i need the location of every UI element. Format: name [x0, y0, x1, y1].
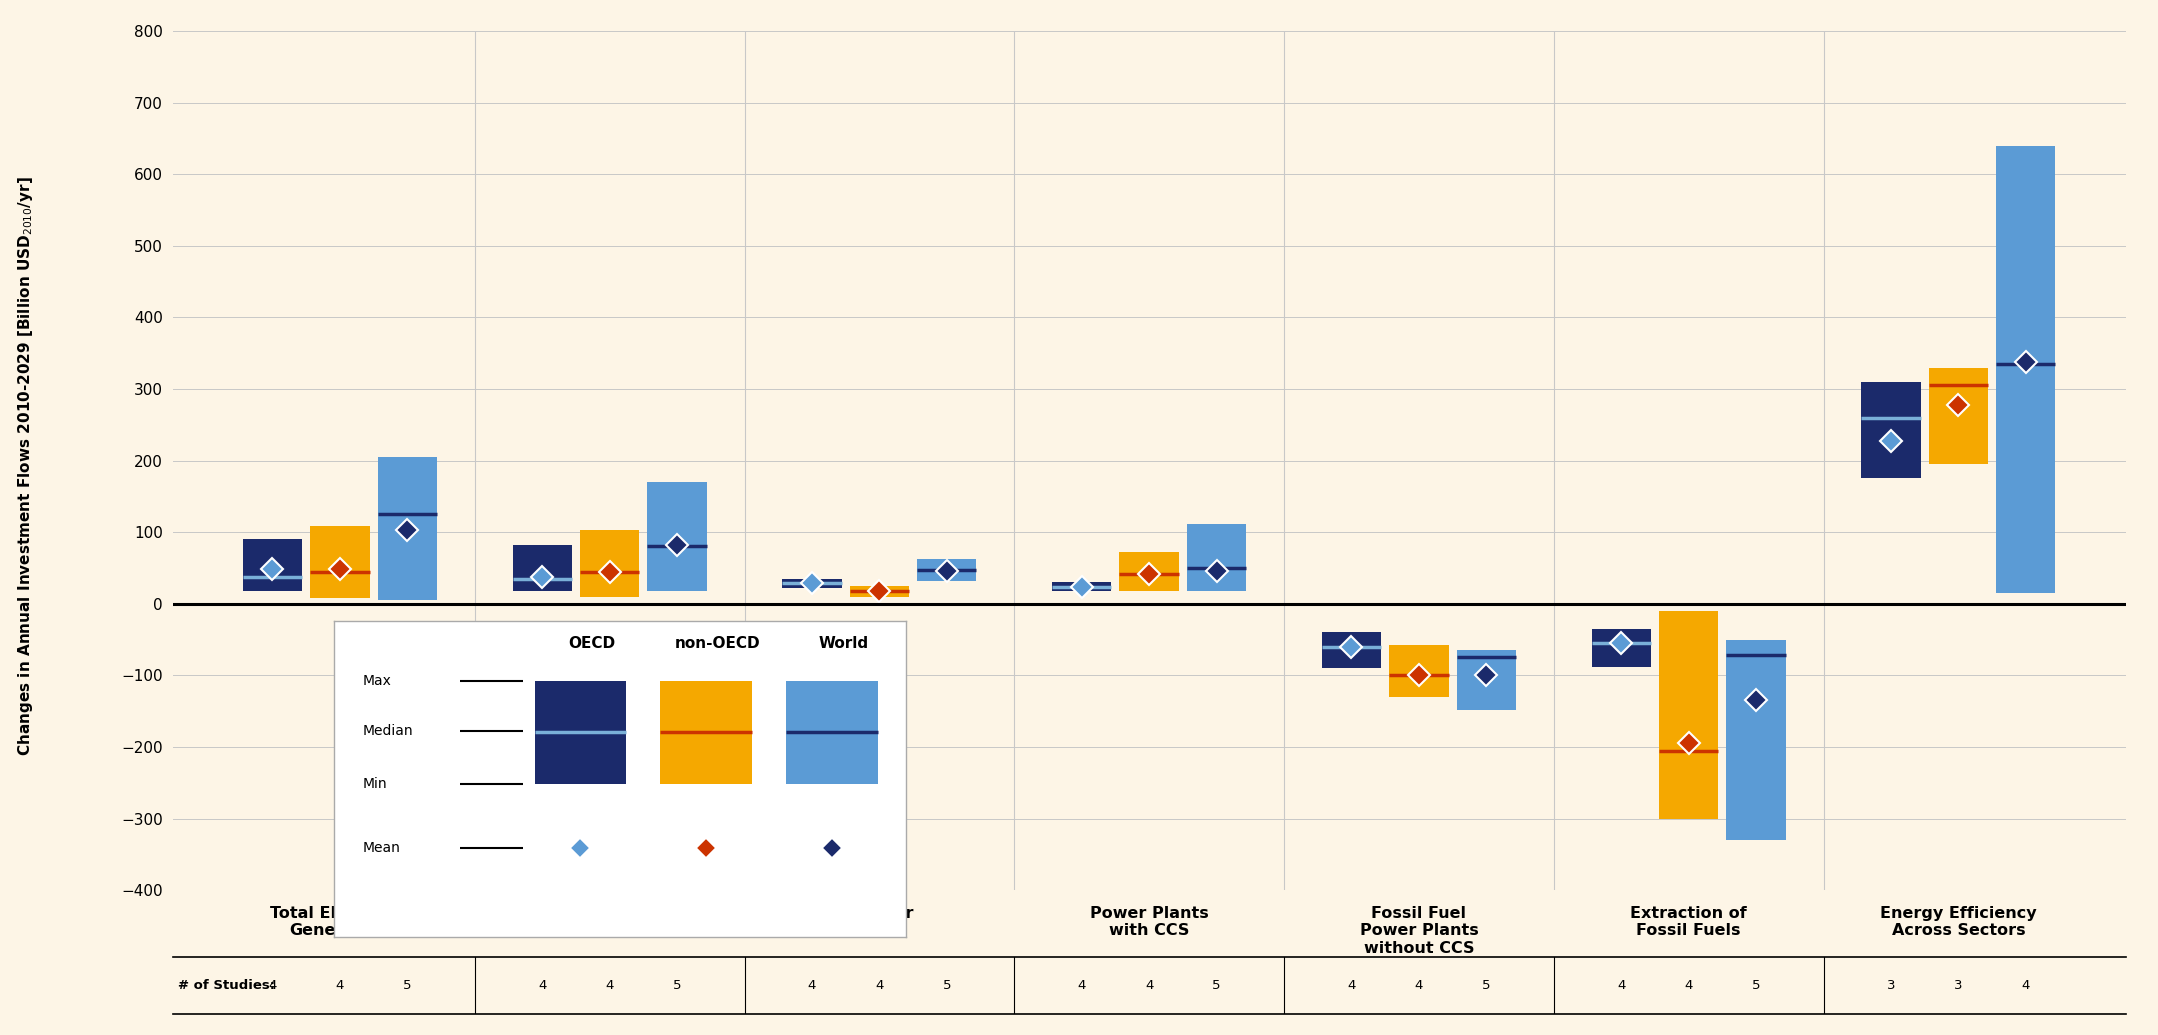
Text: 5: 5: [943, 979, 952, 993]
Text: 5: 5: [404, 979, 412, 993]
Bar: [535, 681, 626, 783]
Text: 4: 4: [2022, 979, 2031, 993]
Bar: [1120, 553, 1178, 591]
Text: 4: 4: [807, 979, 816, 993]
Text: Mean: Mean: [363, 841, 401, 855]
Text: 4: 4: [876, 979, 883, 993]
Bar: [581, 530, 639, 596]
Bar: [242, 539, 302, 591]
Bar: [1726, 640, 1787, 840]
Text: Changes in Annual Investment Flows 2010-2029 [Billion USD$_{2010}$/yr]: Changes in Annual Investment Flows 2010-…: [17, 176, 35, 756]
Text: non-OECD: non-OECD: [675, 635, 760, 651]
Text: 4: 4: [1685, 979, 1692, 993]
Text: Max: Max: [363, 674, 393, 688]
Bar: [1996, 146, 2054, 593]
Bar: [850, 586, 909, 596]
Bar: [917, 559, 975, 581]
Text: Median: Median: [363, 724, 414, 739]
Text: 5: 5: [1483, 979, 1491, 993]
Bar: [660, 681, 751, 783]
Text: 4: 4: [268, 979, 276, 993]
Text: 4: 4: [1416, 979, 1422, 993]
Bar: [514, 545, 572, 591]
Text: Min: Min: [363, 776, 388, 791]
Text: 4: 4: [1146, 979, 1152, 993]
Bar: [1051, 583, 1111, 591]
Text: 5: 5: [1213, 979, 1221, 993]
Text: 5: 5: [1752, 979, 1761, 993]
Bar: [1321, 632, 1381, 669]
Text: 4: 4: [337, 979, 343, 993]
Bar: [1660, 611, 1718, 819]
Bar: [647, 482, 708, 591]
Text: 3: 3: [1886, 979, 1895, 993]
Bar: [311, 527, 369, 598]
Bar: [1929, 367, 1988, 464]
Text: # of Studies:: # of Studies:: [177, 979, 276, 993]
Bar: [1593, 629, 1651, 667]
Bar: [786, 681, 878, 783]
Text: 4: 4: [537, 979, 546, 993]
Bar: [378, 457, 436, 600]
Bar: [1187, 524, 1247, 591]
Text: 4: 4: [1347, 979, 1355, 993]
Bar: [1390, 645, 1448, 697]
Text: 5: 5: [673, 979, 682, 993]
Bar: [1860, 382, 1921, 478]
Bar: [783, 579, 842, 588]
Text: OECD: OECD: [568, 635, 615, 651]
Text: 3: 3: [1955, 979, 1962, 993]
Text: 4: 4: [1616, 979, 1625, 993]
Text: World: World: [818, 635, 868, 651]
Bar: [1457, 650, 1515, 710]
Text: 4: 4: [1077, 979, 1085, 993]
Text: 4: 4: [606, 979, 613, 993]
